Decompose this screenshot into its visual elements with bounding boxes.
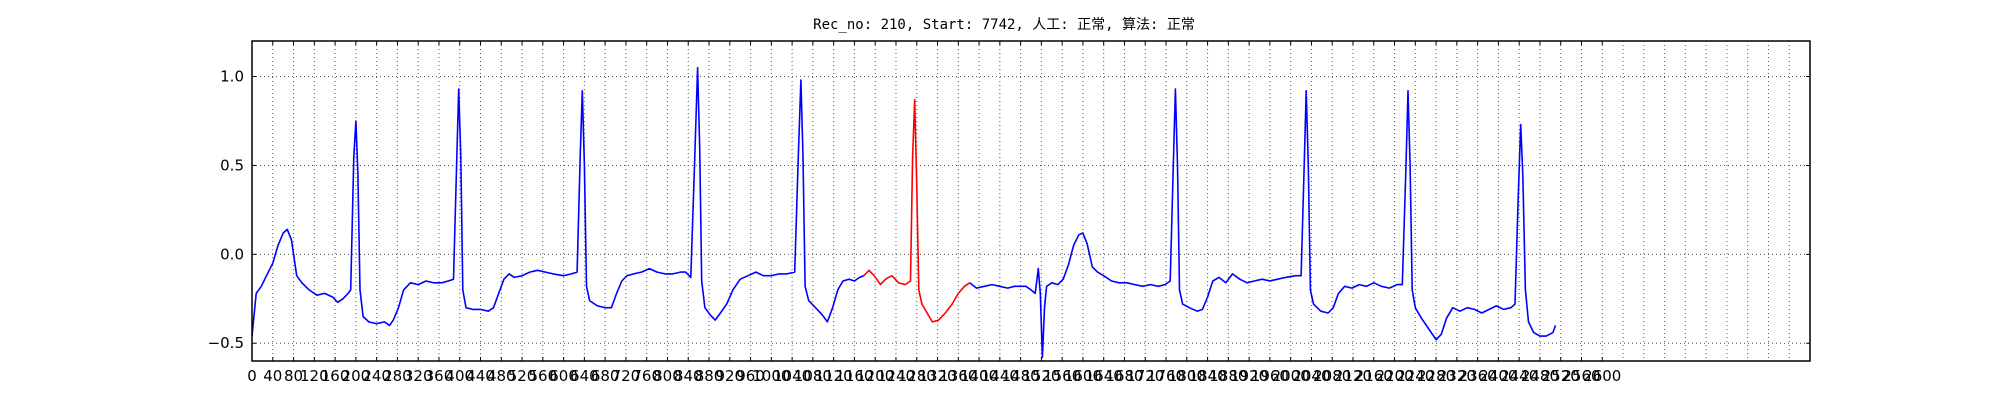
x-tick-label: 1400 xyxy=(960,367,998,385)
x-tick-label: 160 xyxy=(321,367,350,385)
x-tick-label: 2160 xyxy=(1355,367,1393,385)
plot-frame xyxy=(251,40,1811,362)
x-tick-label: 2320 xyxy=(1438,367,1476,385)
x-tick-label: 560 xyxy=(529,367,558,385)
x-tick-label: 1480 xyxy=(1002,367,1040,385)
x-tick-label: 1080 xyxy=(794,367,832,385)
x-tick-label: 1560 xyxy=(1043,367,1081,385)
x-tick-label: 2280 xyxy=(1417,367,1455,385)
x-tick-label: 640 xyxy=(570,367,599,385)
x-tick-label: 40 xyxy=(263,367,282,385)
y-tick-label: 1.0 xyxy=(220,68,244,86)
y-axis: −0.5 0.0 0.5 1.0 xyxy=(208,68,1810,352)
x-tick-label: 1360 xyxy=(939,367,977,385)
plot-area xyxy=(251,66,1557,359)
x-tick-label: 2120 xyxy=(1334,367,1372,385)
x-tick-label: 920 xyxy=(715,367,744,385)
y-tick-label: 0.5 xyxy=(220,156,244,174)
x-tick-label: 800 xyxy=(653,367,682,385)
x-tick-label: 2000 xyxy=(1272,367,1310,385)
x-tick-label: 0 xyxy=(247,367,257,385)
x-tick-label: 1640 xyxy=(1085,367,1123,385)
x-tick-label: 1760 xyxy=(1147,367,1185,385)
x-tick-label: 720 xyxy=(612,367,641,385)
x-tick-label: 600 xyxy=(549,367,578,385)
x-tick-label: 1040 xyxy=(773,367,811,385)
x-tick-label: 1320 xyxy=(918,367,956,385)
x-tick-label: 1200 xyxy=(856,367,894,385)
x-tick-label: 1280 xyxy=(898,367,936,385)
x-tick-label: 1880 xyxy=(1209,367,1247,385)
x-tick-label: 1720 xyxy=(1126,367,1164,385)
x-tick-label: 200 xyxy=(342,367,371,385)
x-tick-label: 1120 xyxy=(815,367,853,385)
ecg-series-line-3 xyxy=(969,88,1557,359)
x-tick-label: 1240 xyxy=(877,367,915,385)
x-tick-label: 1920 xyxy=(1230,367,1268,385)
x-tick-label: 80 xyxy=(284,367,303,385)
x-tick-label: 960 xyxy=(736,367,765,385)
x-tick-label: 1680 xyxy=(1105,367,1143,385)
x-tick-label: 2240 xyxy=(1396,367,1434,385)
x-tick-label: 680 xyxy=(591,367,620,385)
x-tick-label: 480 xyxy=(487,367,516,385)
chart-title: Rec_no: 210, Start: 7742, 人工: 正常, 算法: 正常 xyxy=(813,17,1195,33)
x-tick-label: 1000 xyxy=(752,367,790,385)
x-tick-label: 2600 xyxy=(1583,367,1621,385)
x-tick-label: 2560 xyxy=(1562,367,1600,385)
x-tick-label: 520 xyxy=(508,367,537,385)
x-tick-label: 1800 xyxy=(1168,367,1206,385)
x-tick-label: 1840 xyxy=(1188,367,1226,385)
x-tick-label: 240 xyxy=(362,367,391,385)
x-tick-label: 120 xyxy=(300,367,329,385)
x-tick-label: 880 xyxy=(695,367,724,385)
x-tick-label: 400 xyxy=(445,367,474,385)
x-tick-label: 1520 xyxy=(1022,367,1060,385)
y-tick-label: 0.0 xyxy=(220,245,244,263)
x-tick-label: 440 xyxy=(466,367,495,385)
x-axis: 0 40 8012016020024028032036040044048052056… xyxy=(247,41,1621,385)
x-tick-label: 360 xyxy=(425,367,454,385)
x-tick-label: 2080 xyxy=(1313,367,1351,385)
x-tick-label: 1960 xyxy=(1251,367,1289,385)
x-tick-label: 2400 xyxy=(1479,367,1517,385)
x-tick-label: 2520 xyxy=(1542,367,1580,385)
x-tick-label: 2040 xyxy=(1292,367,1330,385)
x-tick-label: 320 xyxy=(404,367,433,385)
x-tick-label: 1160 xyxy=(835,367,873,385)
y-tick-label: −0.5 xyxy=(208,334,244,352)
ecg-series-line-2 xyxy=(863,98,971,323)
ecg-series-line-1 xyxy=(251,66,865,337)
x-tick-label: 840 xyxy=(674,367,703,385)
x-tick-label: 1600 xyxy=(1064,367,1102,385)
x-tick-label: 2440 xyxy=(1500,367,1538,385)
x-tick-label: 2360 xyxy=(1459,367,1497,385)
x-tick-label: 2480 xyxy=(1521,367,1559,385)
x-tick-label: 2200 xyxy=(1375,367,1413,385)
x-tick-label: 1440 xyxy=(981,367,1019,385)
grid-lines xyxy=(251,41,1811,361)
x-tick-label: 760 xyxy=(632,367,661,385)
x-tick-label: 280 xyxy=(383,367,412,385)
